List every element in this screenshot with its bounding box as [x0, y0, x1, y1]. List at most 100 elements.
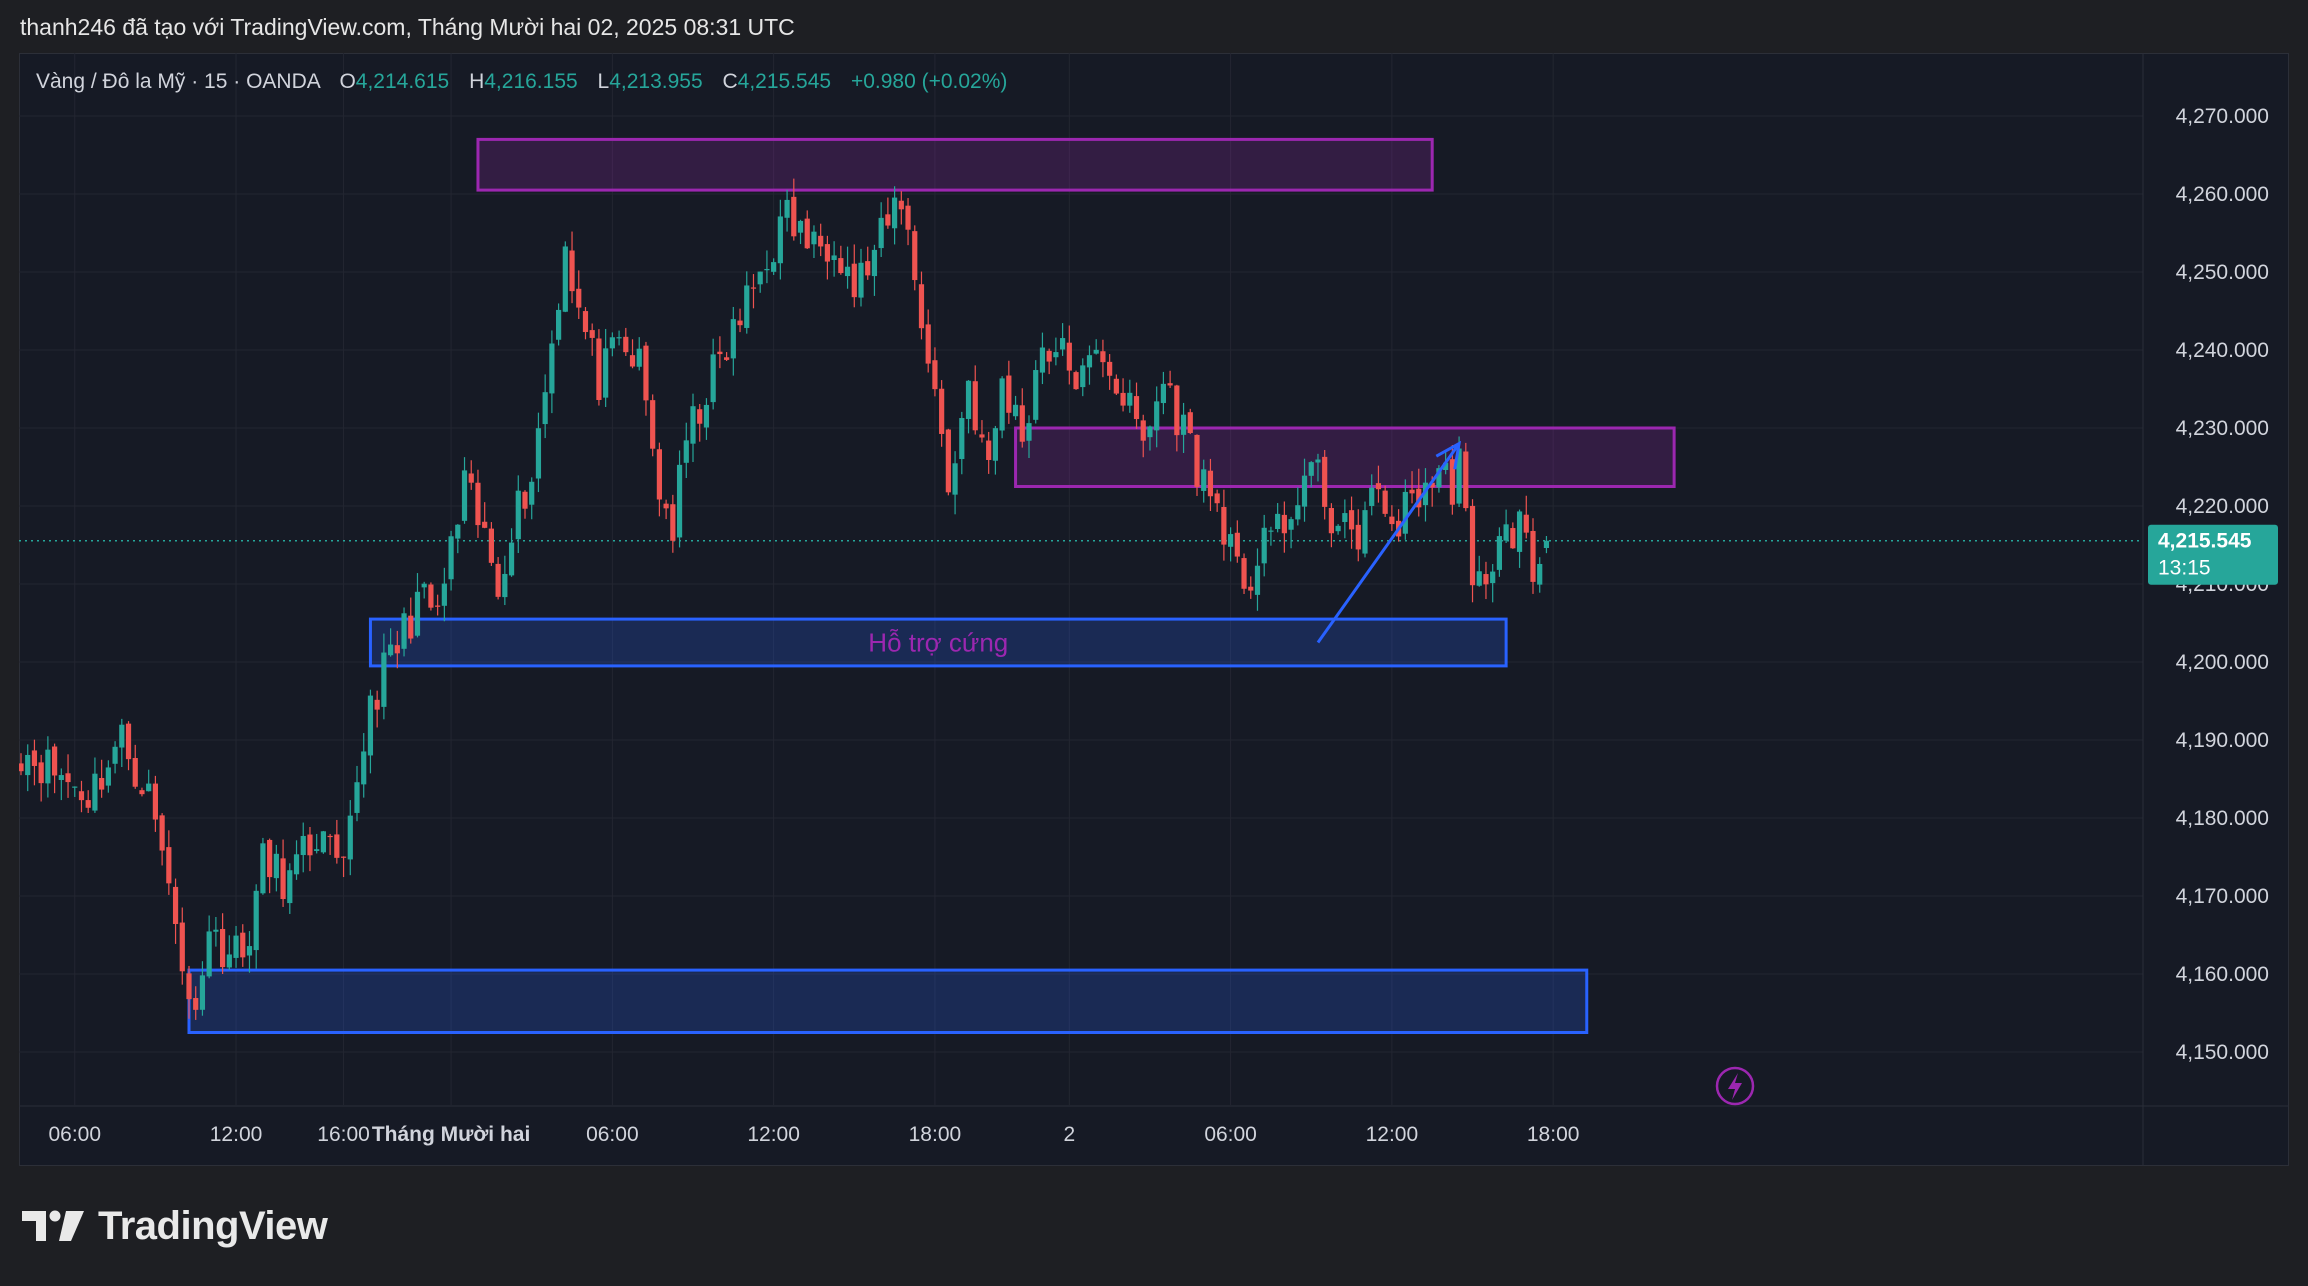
candle-body	[1053, 352, 1059, 358]
candle-body	[152, 783, 158, 820]
candle-body	[1214, 493, 1220, 504]
candle-body	[1449, 459, 1455, 505]
candle-body	[193, 998, 199, 1010]
candle-body	[461, 470, 468, 521]
candle-body	[1100, 351, 1106, 363]
candle-body	[199, 975, 206, 1010]
candle	[253, 884, 259, 969]
candle	[777, 199, 783, 280]
candle	[482, 502, 488, 529]
candle	[213, 917, 219, 947]
candle	[656, 442, 662, 517]
candle	[1288, 516, 1294, 549]
candle-body	[623, 336, 629, 353]
candle-body	[529, 481, 535, 505]
candle-body	[865, 261, 871, 276]
candle	[979, 420, 985, 443]
candlestick-chart[interactable]: Hỗ trợ cứng 4,270.0004,260.0004,250.0004…	[19, 53, 2289, 1166]
candle	[616, 330, 622, 346]
candle-body	[992, 428, 998, 461]
candle-body	[19, 763, 24, 772]
candle	[1510, 522, 1516, 549]
lightning-icon[interactable]	[1715, 1066, 1755, 1106]
candle	[1221, 489, 1227, 561]
candle-body	[1033, 370, 1039, 420]
candle	[267, 838, 273, 894]
candle	[152, 775, 158, 832]
chart-panel[interactable]	[19, 53, 2289, 1166]
candle	[72, 786, 78, 797]
candle-body	[898, 200, 904, 210]
price-axis[interactable]: 4,270.000 4,260.000 4,250.000 4,240.000 4,23…	[2176, 105, 2269, 1064]
candle	[582, 307, 589, 340]
candle-body	[1476, 571, 1482, 586]
candle-body	[1066, 342, 1072, 371]
candle-body	[260, 843, 266, 894]
y-tick-label: 4,190.000	[2176, 729, 2269, 752]
candle-body	[1530, 530, 1536, 582]
candle-body	[596, 338, 602, 400]
candle	[394, 630, 400, 669]
tradingview-logo[interactable]: TradingView	[22, 1200, 328, 1252]
candle-body	[1073, 372, 1079, 390]
candle-body	[1342, 513, 1348, 523]
candle	[166, 830, 172, 895]
candle	[1093, 339, 1099, 355]
candle	[1362, 501, 1368, 558]
y-tick-label: 4,240.000	[2176, 339, 2269, 362]
candle-body	[965, 380, 972, 419]
candle-body	[918, 284, 925, 329]
candle	[1073, 370, 1079, 390]
candle	[435, 594, 441, 616]
candle	[650, 394, 656, 457]
candle	[670, 494, 676, 553]
candle-body	[1093, 349, 1099, 354]
candle-body	[85, 800, 91, 808]
candle-body	[1362, 510, 1368, 554]
candle-body	[871, 249, 878, 277]
lightning-icon-bolt	[1728, 1073, 1742, 1100]
candle	[952, 451, 958, 515]
candle-body	[448, 536, 454, 580]
candle	[1483, 561, 1489, 600]
change-value: +0.980 (+0.02%)	[850, 70, 1008, 93]
close-value: 4,215.545	[737, 70, 832, 93]
candle-body	[1389, 516, 1395, 525]
candle-body	[703, 404, 710, 428]
candle-body	[656, 449, 662, 500]
candle-body	[119, 724, 125, 748]
candle	[78, 780, 85, 813]
candle	[690, 393, 696, 463]
symbol-name[interactable]: Vàng / Đô la Mỹ · 15 · OANDA	[36, 70, 320, 93]
candle	[159, 813, 165, 866]
candle	[542, 374, 548, 439]
candle-body	[1086, 355, 1093, 368]
candle	[172, 878, 179, 944]
candle-body	[475, 482, 481, 526]
candle	[401, 607, 407, 657]
candle-body	[435, 605, 441, 607]
candle-body	[206, 931, 212, 977]
candle-body	[220, 929, 226, 968]
candle-body	[670, 504, 676, 541]
candle	[320, 830, 326, 854]
candle	[31, 739, 38, 786]
candle	[1201, 459, 1207, 503]
candle	[986, 431, 992, 474]
candle-body	[1228, 534, 1234, 547]
candle	[1355, 509, 1361, 562]
candle-body	[314, 849, 320, 851]
candle-body	[72, 786, 78, 788]
price-tag-countdown: 13:15	[2158, 557, 2211, 580]
candle	[92, 757, 98, 813]
candle-body	[45, 749, 51, 784]
candle	[1348, 496, 1355, 549]
time-axis[interactable]: 06:00 12:00 16:00 Tháng Mười hai 06:00 12:00 1…	[48, 1123, 1579, 1146]
candle-body	[253, 890, 259, 951]
candle	[515, 475, 521, 554]
candle-body	[394, 645, 400, 654]
candle-body	[159, 815, 165, 851]
candle	[38, 754, 44, 802]
candle-body	[38, 762, 44, 784]
candle-body	[186, 973, 192, 1000]
